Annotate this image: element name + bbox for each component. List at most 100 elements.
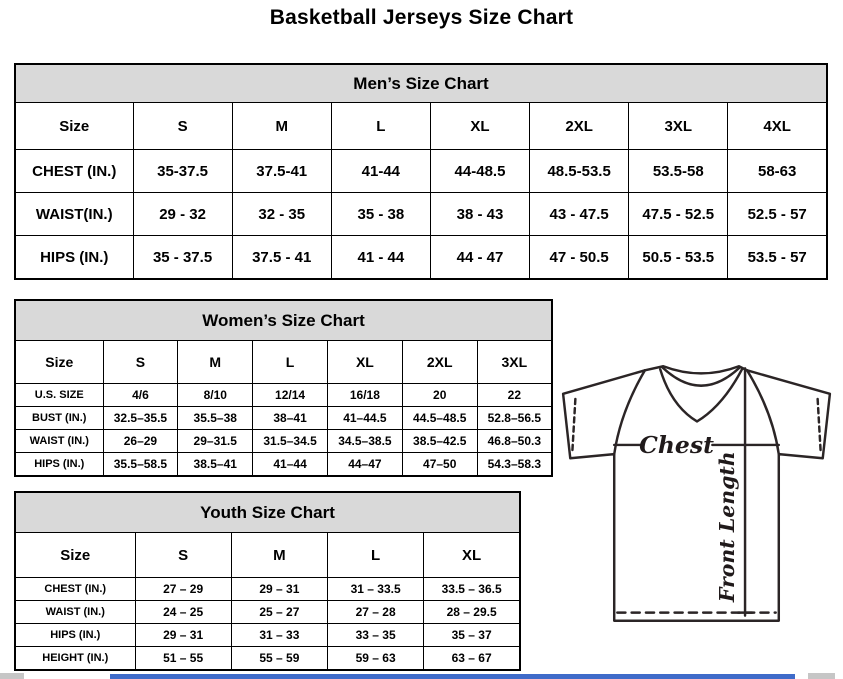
column-header-row: Size S M L XL bbox=[14, 532, 521, 578]
column-header: 3XL bbox=[628, 102, 729, 150]
row-label: BUST (IN.) bbox=[14, 406, 104, 430]
size-cell: 35-37.5 bbox=[132, 149, 233, 193]
size-cell: 31.5–34.5 bbox=[252, 429, 328, 453]
size-cell: 53.5-58 bbox=[628, 149, 729, 193]
size-cell: 25 – 27 bbox=[230, 600, 329, 624]
row-label: CHEST (IN.) bbox=[14, 149, 134, 193]
size-cell: 27 – 29 bbox=[134, 577, 232, 601]
column-header: S bbox=[134, 532, 232, 578]
size-cell: 33 – 35 bbox=[326, 623, 425, 647]
size-cell: 31 – 33 bbox=[230, 623, 329, 647]
section-title: Men’s Size Chart bbox=[14, 63, 828, 103]
table-row: U.S. SIZE 4/6 8/10 12/14 16/18 20 22 bbox=[14, 383, 553, 407]
size-cell: 44-48.5 bbox=[429, 149, 531, 193]
jersey-body-outline bbox=[561, 365, 832, 622]
size-cell: 48.5-53.5 bbox=[529, 149, 630, 193]
size-cell: 4/6 bbox=[102, 383, 179, 407]
size-cell: 27 – 28 bbox=[326, 600, 425, 624]
size-cell: 16/18 bbox=[326, 383, 403, 407]
size-cell: 38–41 bbox=[252, 406, 328, 430]
column-header: L bbox=[326, 532, 425, 578]
size-cell: 35 - 37.5 bbox=[132, 235, 233, 280]
size-cell: 28 – 29.5 bbox=[423, 600, 521, 624]
youth-size-chart-table: Youth Size Chart Size S M L XL CHEST (IN… bbox=[14, 491, 521, 671]
size-cell: 44–47 bbox=[326, 452, 403, 477]
size-cell: 31 – 33.5 bbox=[326, 577, 425, 601]
size-cell: 53.5 - 57 bbox=[727, 235, 828, 280]
table-row: HEIGHT (IN.) 51 – 55 55 – 59 59 – 63 63 … bbox=[14, 646, 521, 671]
section-title: Women’s Size Chart bbox=[14, 299, 553, 341]
column-header: 2XL bbox=[529, 102, 630, 150]
column-header: XL bbox=[429, 102, 531, 150]
column-header: M bbox=[177, 340, 254, 384]
size-cell: 44.5–48.5 bbox=[401, 406, 478, 430]
size-cell: 55 – 59 bbox=[230, 646, 329, 671]
size-cell: 41-44 bbox=[330, 149, 431, 193]
column-header: Size bbox=[14, 340, 104, 384]
column-header: Size bbox=[14, 532, 136, 578]
section-header-row: Youth Size Chart bbox=[14, 491, 521, 533]
size-cell: 33.5 – 36.5 bbox=[423, 577, 521, 601]
row-label: CHEST (IN.) bbox=[14, 577, 136, 601]
size-cell: 58-63 bbox=[727, 149, 828, 193]
column-header: XL bbox=[423, 532, 521, 578]
column-header: 4XL bbox=[727, 102, 828, 150]
size-cell: 29–31.5 bbox=[177, 429, 254, 453]
scrollbar-left-stub[interactable] bbox=[0, 673, 24, 679]
size-cell: 22 bbox=[476, 383, 553, 407]
size-cell: 43 - 47.5 bbox=[529, 192, 630, 236]
size-cell: 26–29 bbox=[102, 429, 179, 453]
size-cell: 38.5–42.5 bbox=[401, 429, 478, 453]
size-cell: 63 – 67 bbox=[423, 646, 521, 671]
row-label: WAIST (IN.) bbox=[14, 429, 104, 453]
table-row: CHEST (IN.) 27 – 29 29 – 31 31 – 33.5 33… bbox=[14, 577, 521, 601]
table-row: HIPS (IN.) 29 – 31 31 – 33 33 – 35 35 – … bbox=[14, 623, 521, 647]
size-cell: 54.3–58.3 bbox=[476, 452, 553, 477]
size-cell: 35.5–58.5 bbox=[102, 452, 179, 477]
size-cell: 37.5 - 41 bbox=[231, 235, 332, 280]
column-header: M bbox=[230, 532, 329, 578]
size-cell: 35 - 38 bbox=[330, 192, 431, 236]
jersey-measurement-diagram: Chest Front Length bbox=[558, 362, 835, 624]
size-cell: 29 – 31 bbox=[230, 577, 329, 601]
size-cell: 52.8–56.5 bbox=[476, 406, 553, 430]
horizontal-scrollbar-thumb[interactable] bbox=[110, 674, 795, 679]
size-cell: 20 bbox=[401, 383, 478, 407]
size-cell: 29 - 32 bbox=[132, 192, 233, 236]
table-row: BUST (IN.) 32.5–35.5 35.5–38 38–41 41–44… bbox=[14, 406, 553, 430]
row-label: WAIST (IN.) bbox=[14, 600, 136, 624]
size-cell: 38 - 43 bbox=[429, 192, 531, 236]
front-length-measure-line bbox=[736, 367, 754, 617]
column-header-row: Size S M L XL 2XL 3XL 4XL bbox=[14, 102, 828, 150]
row-label: WAIST(IN.) bbox=[14, 192, 134, 236]
size-cell: 35.5–38 bbox=[177, 406, 254, 430]
section-header-row: Women’s Size Chart bbox=[14, 299, 553, 341]
front-length-label: Front Length bbox=[715, 451, 739, 603]
size-cell: 44 - 47 bbox=[429, 235, 531, 280]
column-header: Size bbox=[14, 102, 134, 150]
table-row: CHEST (IN.) 35-37.5 37.5-41 41-44 44-48.… bbox=[14, 149, 828, 193]
size-cell: 46.8–50.3 bbox=[476, 429, 553, 453]
column-header: 3XL bbox=[476, 340, 553, 384]
scrollbar-right-stub[interactable] bbox=[808, 673, 835, 679]
size-cell: 41–44 bbox=[252, 452, 328, 477]
table-row: WAIST (IN.) 24 – 25 25 – 27 27 – 28 28 –… bbox=[14, 600, 521, 624]
size-cell: 29 – 31 bbox=[134, 623, 232, 647]
size-cell: 34.5–38.5 bbox=[326, 429, 403, 453]
size-cell: 8/10 bbox=[177, 383, 254, 407]
size-cell: 47–50 bbox=[401, 452, 478, 477]
size-cell: 59 – 63 bbox=[326, 646, 425, 671]
jersey-collar-curves bbox=[658, 366, 744, 423]
column-header: S bbox=[102, 340, 179, 384]
row-label: HIPS (IN.) bbox=[14, 235, 134, 280]
row-label: U.S. SIZE bbox=[14, 383, 104, 407]
table-row: WAIST(IN.) 29 - 32 32 - 35 35 - 38 38 - … bbox=[14, 192, 828, 236]
size-cell: 12/14 bbox=[252, 383, 328, 407]
size-cell: 47 - 50.5 bbox=[529, 235, 630, 280]
table-row: WAIST (IN.) 26–29 29–31.5 31.5–34.5 34.5… bbox=[14, 429, 553, 453]
column-header: S bbox=[132, 102, 233, 150]
size-cell: 37.5-41 bbox=[231, 149, 332, 193]
row-label: HIPS (IN.) bbox=[14, 623, 136, 647]
section-header-row: Men’s Size Chart bbox=[14, 63, 828, 103]
womens-size-chart-table: Women’s Size Chart Size S M L XL 2XL 3XL… bbox=[14, 299, 553, 477]
